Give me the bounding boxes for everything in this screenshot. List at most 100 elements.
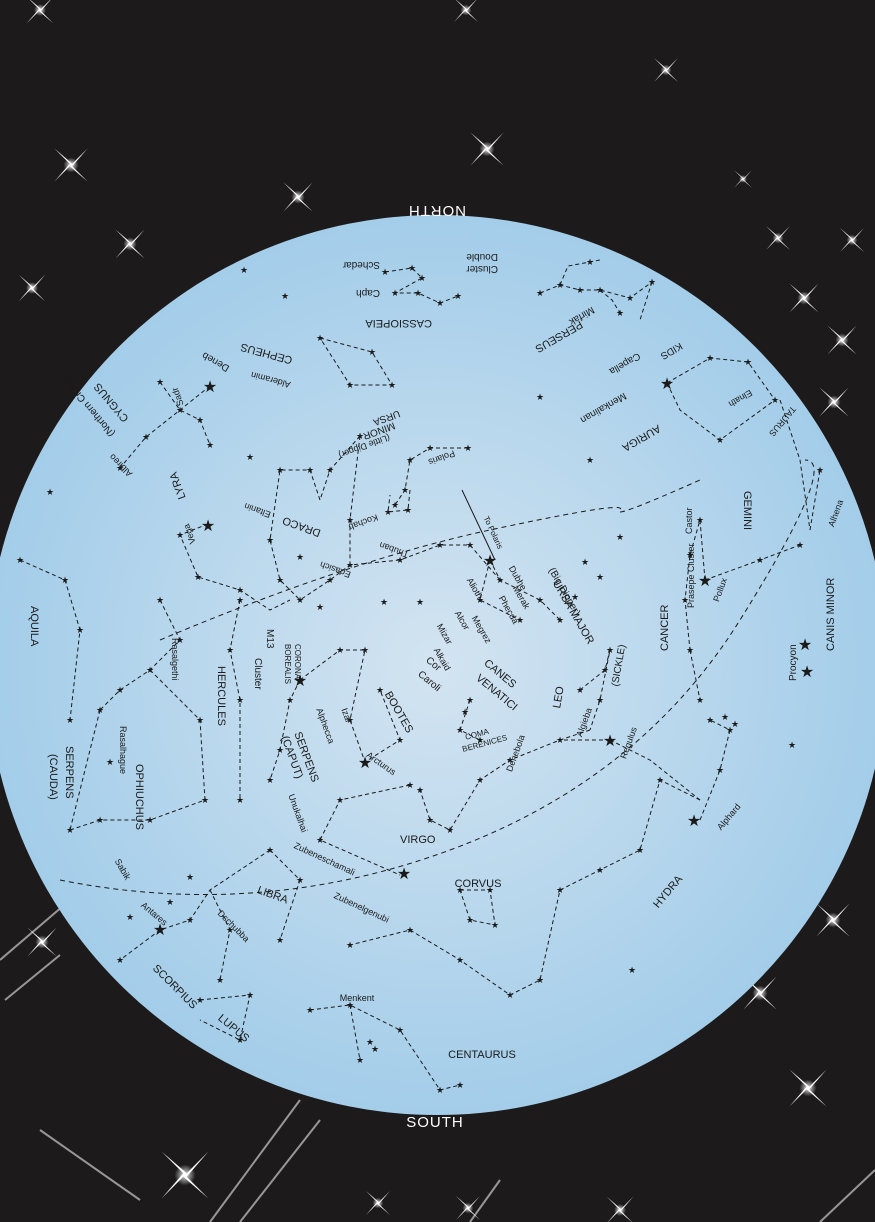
svg-text:★: ★ [216, 976, 224, 986]
label-virgo: VIRGO [400, 834, 436, 846]
svg-text:★: ★ [176, 636, 184, 646]
svg-text:★: ★ [466, 541, 474, 551]
south-label: SOUTH [406, 1114, 464, 1131]
svg-text:★: ★ [536, 596, 544, 606]
svg-text:★: ★ [176, 406, 184, 416]
svg-text:★: ★ [466, 696, 474, 706]
svg-text:★: ★ [346, 716, 354, 726]
svg-text:★: ★ [293, 671, 307, 690]
label-serpens-cauda-2: (CAUDA) [47, 754, 59, 800]
svg-text:★: ★ [236, 586, 244, 596]
svg-text:★: ★ [464, 444, 472, 454]
svg-text:★: ★ [798, 635, 812, 654]
svg-text:★: ★ [456, 1081, 464, 1091]
svg-text:★: ★ [66, 716, 74, 726]
svg-text:★: ★ [456, 726, 464, 736]
svg-text:★: ★ [106, 758, 114, 768]
svg-text:★: ★ [636, 846, 644, 856]
label-canis-minor: CANIS MINOR [825, 578, 837, 651]
svg-text:★: ★ [142, 433, 150, 443]
svg-text:★: ★ [626, 294, 634, 304]
svg-text:★: ★ [326, 576, 334, 586]
svg-text:★: ★ [606, 646, 614, 656]
svg-text:★: ★ [296, 596, 304, 606]
svg-text:★: ★ [556, 886, 564, 896]
north-label: NORTH [408, 202, 466, 219]
svg-text:★: ★ [571, 593, 579, 603]
label-menkent: Menkent [340, 993, 375, 1003]
svg-text:★: ★ [456, 886, 464, 896]
svg-text:★: ★ [536, 393, 544, 403]
svg-text:★: ★ [236, 596, 244, 606]
label-cluster-m13: Cluster [252, 658, 263, 690]
svg-text:★: ★ [116, 686, 124, 696]
svg-text:★: ★ [414, 289, 422, 299]
svg-text:★: ★ [456, 956, 464, 966]
svg-text:★: ★ [686, 646, 694, 656]
svg-text:★: ★ [406, 781, 414, 791]
svg-text:★: ★ [286, 696, 294, 706]
svg-text:★: ★ [336, 646, 344, 656]
label-schedar: Schedar [342, 259, 380, 270]
svg-text:★: ★ [436, 1086, 444, 1096]
label-double: Double [466, 251, 498, 262]
svg-text:★: ★ [406, 456, 414, 466]
label-rasalgethi: Rasalgethi [170, 638, 180, 681]
svg-text:★: ★ [281, 292, 289, 302]
svg-text:★: ★ [246, 991, 254, 1001]
svg-text:★: ★ [276, 576, 284, 586]
svg-text:★: ★ [404, 506, 412, 516]
svg-text:★: ★ [380, 598, 388, 608]
svg-text:★: ★ [176, 531, 184, 541]
svg-text:★: ★ [396, 556, 404, 566]
label-procyon: Procyon [788, 644, 799, 681]
svg-text:★: ★ [601, 666, 609, 676]
svg-text:★: ★ [406, 926, 414, 936]
label-castor: Castor [684, 507, 694, 534]
svg-text:★: ★ [203, 377, 217, 396]
svg-text:★: ★ [388, 381, 396, 391]
svg-text:★: ★ [206, 441, 214, 451]
svg-text:★: ★ [201, 516, 215, 535]
svg-text:★: ★ [796, 541, 804, 551]
svg-text:★: ★ [496, 576, 504, 586]
svg-text:★: ★ [576, 286, 584, 296]
svg-text:★: ★ [408, 264, 416, 274]
svg-text:★: ★ [436, 541, 444, 551]
svg-text:★: ★ [296, 553, 304, 563]
svg-text:★: ★ [116, 464, 124, 474]
svg-text:★: ★ [346, 1001, 354, 1011]
svg-text:★: ★ [376, 686, 384, 696]
svg-text:★: ★ [491, 921, 499, 931]
svg-text:★: ★ [397, 864, 411, 883]
sky-disk [0, 215, 875, 1115]
label-serpens-cauda-1: SERPENS [63, 746, 75, 799]
svg-text:★: ★ [276, 936, 284, 946]
label-cassiopeia: CASSIOPEIA [365, 317, 432, 329]
svg-text:★: ★ [596, 573, 604, 583]
svg-text:★: ★ [466, 916, 474, 926]
svg-text:★: ★ [416, 598, 424, 608]
svg-text:★: ★ [196, 996, 204, 1006]
svg-text:★: ★ [381, 268, 389, 278]
bright-stars: ★ ★ ★ ★ ★ ★ ★ ★ ★ ★ ★ ★ ★ [153, 374, 814, 939]
svg-text:★: ★ [96, 816, 104, 826]
svg-text:★: ★ [800, 662, 814, 681]
svg-text:★: ★ [276, 466, 284, 476]
svg-text:★: ★ [426, 816, 434, 826]
svg-text:★: ★ [336, 796, 344, 806]
label-m13: M13 [264, 629, 275, 649]
svg-text:★: ★ [266, 776, 274, 786]
label-ophiuchus: OPHIUCHUS [133, 764, 145, 830]
svg-text:★: ★ [246, 453, 254, 463]
svg-text:★: ★ [454, 292, 462, 302]
svg-text:★: ★ [236, 696, 244, 706]
svg-text:★: ★ [371, 1045, 379, 1055]
svg-text:★: ★ [486, 886, 494, 896]
svg-text:★: ★ [616, 309, 624, 319]
svg-text:★: ★ [166, 898, 174, 908]
svg-text:★: ★ [316, 603, 324, 613]
svg-text:★: ★ [266, 536, 274, 546]
svg-text:★: ★ [366, 1038, 374, 1048]
